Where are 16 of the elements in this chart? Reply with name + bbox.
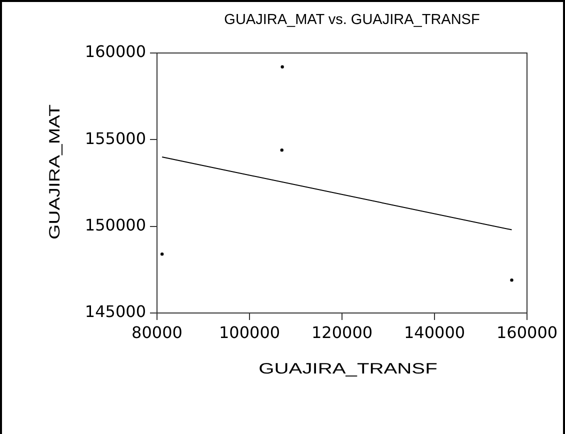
point [510,278,514,282]
y-tick-label: 145000 [84,302,146,322]
y-tick-label: 150000 [84,215,146,234]
x-tick-label: 80000 [132,322,182,342]
x-tick-label: 120000 [311,322,373,342]
x-tick-label: 140000 [404,322,466,342]
y-tick-label: 160000 [84,42,146,62]
y-tick-label: 155000 [84,128,146,148]
x-tick-label: 160000 [496,322,558,342]
point [280,65,284,68]
y-axis-title: GUAJIRA_MAT [46,104,64,240]
point [160,252,164,256]
point [280,148,284,152]
chart-title: GUAJIRA_MAT vs. GUAJIRA_TRANSF [224,12,480,28]
x-axis-title: GUAJIRA_TRANSF [258,360,438,378]
x-tick-label: 100000 [218,322,280,342]
